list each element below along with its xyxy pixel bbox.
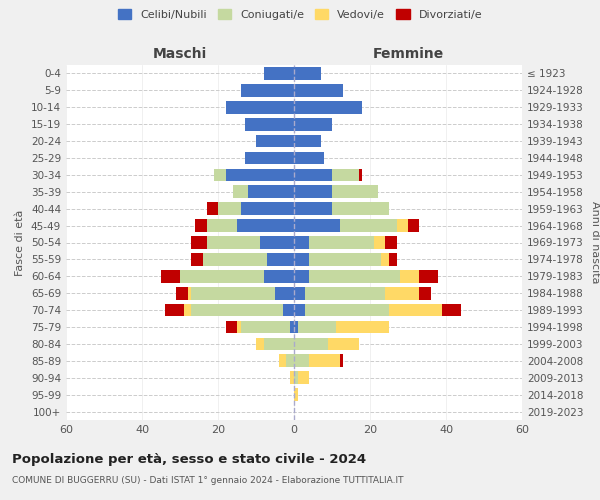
- Bar: [294, 253, 309, 266]
- Bar: [294, 118, 332, 130]
- Legend: Celibi/Nubili, Coniugati/e, Vedovi/e, Divorziati/e: Celibi/Nubili, Coniugati/e, Vedovi/e, Di…: [113, 5, 487, 24]
- Bar: [241, 84, 294, 96]
- Bar: [245, 152, 294, 164]
- Bar: [275, 287, 294, 300]
- Bar: [260, 236, 294, 249]
- Bar: [389, 304, 442, 316]
- Bar: [268, 253, 294, 266]
- Bar: [298, 372, 309, 384]
- Bar: [419, 287, 431, 300]
- Bar: [206, 202, 218, 215]
- Bar: [309, 270, 400, 282]
- Bar: [336, 320, 389, 334]
- Bar: [294, 152, 325, 164]
- Bar: [294, 304, 305, 316]
- Bar: [294, 372, 298, 384]
- Y-axis label: Fasce di età: Fasce di età: [16, 210, 25, 276]
- Bar: [226, 168, 294, 181]
- Bar: [206, 220, 237, 232]
- Bar: [294, 236, 309, 249]
- Bar: [442, 304, 461, 316]
- Bar: [290, 372, 294, 384]
- Bar: [332, 202, 389, 215]
- Bar: [294, 354, 309, 367]
- Bar: [184, 304, 191, 316]
- Bar: [294, 134, 320, 147]
- Text: Femmine: Femmine: [373, 48, 443, 62]
- Bar: [248, 186, 294, 198]
- Bar: [294, 320, 298, 334]
- Bar: [191, 253, 203, 266]
- Bar: [305, 287, 385, 300]
- Bar: [245, 118, 294, 130]
- Text: COMUNE DI BUGGERRU (SU) - Dati ISTAT 1° gennaio 2024 - Elaborazione TUTTITALIA.I: COMUNE DI BUGGERRU (SU) - Dati ISTAT 1° …: [12, 476, 404, 485]
- Bar: [294, 388, 298, 401]
- Text: Popolazione per età, sesso e stato civile - 2024: Popolazione per età, sesso e stato civil…: [12, 452, 366, 466]
- Bar: [309, 253, 382, 266]
- Bar: [188, 287, 191, 300]
- Bar: [309, 354, 340, 367]
- Bar: [294, 186, 332, 198]
- Bar: [309, 236, 374, 249]
- Bar: [218, 202, 241, 215]
- Bar: [165, 304, 184, 316]
- Bar: [191, 304, 283, 316]
- Bar: [397, 220, 408, 232]
- Bar: [294, 202, 332, 215]
- Bar: [237, 220, 294, 232]
- Bar: [279, 354, 286, 367]
- Bar: [237, 320, 241, 334]
- Bar: [263, 67, 294, 80]
- Bar: [256, 134, 294, 147]
- Bar: [180, 270, 263, 282]
- Bar: [298, 320, 336, 334]
- Bar: [328, 338, 359, 350]
- Bar: [263, 270, 294, 282]
- Bar: [214, 168, 226, 181]
- Bar: [400, 270, 419, 282]
- Text: Maschi: Maschi: [153, 48, 207, 62]
- Bar: [283, 304, 294, 316]
- Bar: [340, 220, 397, 232]
- Bar: [226, 320, 237, 334]
- Bar: [382, 253, 389, 266]
- Bar: [340, 354, 343, 367]
- Bar: [408, 220, 419, 232]
- Bar: [203, 253, 268, 266]
- Bar: [389, 253, 397, 266]
- Bar: [332, 186, 377, 198]
- Bar: [233, 186, 248, 198]
- Bar: [263, 338, 294, 350]
- Bar: [385, 236, 397, 249]
- Bar: [176, 287, 188, 300]
- Bar: [294, 287, 305, 300]
- Bar: [294, 168, 332, 181]
- Bar: [256, 338, 263, 350]
- Bar: [241, 202, 294, 215]
- Bar: [294, 220, 340, 232]
- Bar: [241, 320, 290, 334]
- Bar: [385, 287, 419, 300]
- Bar: [191, 236, 206, 249]
- Bar: [374, 236, 385, 249]
- Bar: [294, 67, 320, 80]
- Bar: [286, 354, 294, 367]
- Bar: [294, 101, 362, 114]
- Bar: [206, 236, 260, 249]
- Bar: [332, 168, 359, 181]
- Bar: [359, 168, 362, 181]
- Bar: [226, 101, 294, 114]
- Bar: [294, 338, 328, 350]
- Bar: [161, 270, 180, 282]
- Bar: [419, 270, 439, 282]
- Bar: [305, 304, 389, 316]
- Bar: [191, 287, 275, 300]
- Y-axis label: Anni di nascita: Anni di nascita: [590, 201, 600, 284]
- Bar: [294, 270, 309, 282]
- Bar: [294, 84, 343, 96]
- Bar: [290, 320, 294, 334]
- Bar: [195, 220, 206, 232]
